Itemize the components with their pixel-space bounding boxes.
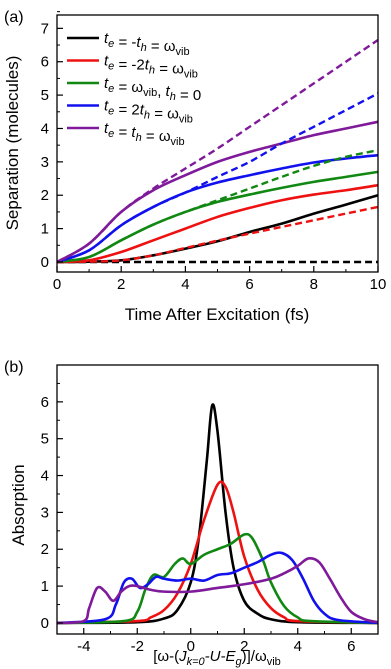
panel-a-xlabel: Time After Excitation (fs): [125, 305, 310, 324]
panel-b-xtick-label-2: 0: [187, 638, 195, 655]
panel-b-xtick-label-3: 2: [240, 638, 248, 655]
panel-b-xtick-label-5: 6: [347, 638, 355, 655]
panel-b-series-line-3: [56, 551, 379, 625]
panel-a-xtick-label-0: 0: [53, 276, 61, 293]
panel-b-xtick-label-0: -4: [77, 638, 90, 655]
panel-b-ticks: -4 -2 0 2 4 6 0 1 2 3 4 5 6: [41, 382, 379, 655]
panel-b-ytick-label-2: 2: [41, 541, 49, 558]
panel-b-xlabel: [ω-(Jk=0-U-Eg)]/ωvib: [153, 648, 281, 668]
panel-a-series-line-9: [56, 39, 379, 264]
panel-a-frame: [56, 14, 379, 273]
panel-a-ytick-label-3: 3: [41, 154, 49, 171]
panel-b-ytick-label-3: 3: [41, 504, 49, 521]
panel-b-ylabel: Absorption: [9, 464, 28, 545]
legend-label-3: te = 2th = ωvib: [104, 98, 193, 126]
panel-a-ytick-label-7: 7: [41, 20, 49, 37]
panel-b-ytick-label-0: 0: [41, 615, 49, 632]
panel-a-xtick-label-5: 10: [370, 276, 387, 293]
legend-label-4: te = th = ωvib: [104, 120, 185, 148]
panel-b: (b) -4 -2 0 2 4 6 0 1 2 3 4 5 6 [ω-(Jk=0-U-Eg)]/ωvib…: [4, 359, 379, 668]
panel-b-series: [56, 403, 379, 625]
panel-b-series-line-0: [56, 403, 379, 625]
panel-a-ytick-label-2: 2: [41, 187, 49, 204]
panel-b-ytick-label-5: 5: [41, 431, 49, 448]
panel-a-ytick-label-4: 4: [41, 120, 49, 137]
panel-a-ytick-label-5: 5: [41, 87, 49, 104]
panel-a-ytick-label-6: 6: [41, 54, 49, 71]
panel-b-series-line-4: [56, 556, 379, 625]
panel-b-series-line-1: [56, 480, 379, 625]
panel-b-xtick-label-4: 4: [294, 638, 302, 655]
panel-a-ylabel: Separation (molecules): [3, 56, 22, 231]
panel-b-ytick-label-1: 1: [41, 578, 49, 595]
legend-label-1: te = -2th = ωvib: [104, 53, 198, 81]
panel-a-ytick-label-0: 0: [41, 254, 49, 271]
panel-a-xtick-label-2: 4: [181, 276, 189, 293]
panel-a-series-line-8: [56, 92, 379, 264]
panel-a-series: [56, 39, 379, 264]
panel-a-xtick-label-3: 6: [245, 276, 253, 293]
panel-b-label: (b): [4, 359, 24, 376]
panel-b-frame: [56, 364, 379, 635]
panel-b-series-line-2: [56, 532, 379, 625]
panel-b-xtick-label-1: -2: [131, 638, 144, 655]
panel-b-ytick-label-6: 6: [41, 394, 49, 411]
legend-label-2: te = ωvib, th = 0: [104, 75, 201, 104]
panel-a-series-line-0: [56, 193, 379, 264]
panel-a-series-line-7: [56, 149, 379, 264]
panel-b-ytick-label-4: 4: [41, 468, 49, 485]
panel-a-series-line-6: [56, 205, 379, 264]
panel-a-xtick-label-1: 2: [117, 276, 125, 293]
panel-a-series-line-3: [56, 153, 379, 264]
panel-a-series-line-1: [56, 183, 379, 264]
panel-a-label: (a): [4, 9, 24, 26]
legend-label-0: te = -th = ωvib: [104, 30, 190, 58]
panel-a-xtick-label-4: 8: [310, 276, 318, 293]
panel-a-ytick-label-1: 1: [41, 221, 49, 238]
